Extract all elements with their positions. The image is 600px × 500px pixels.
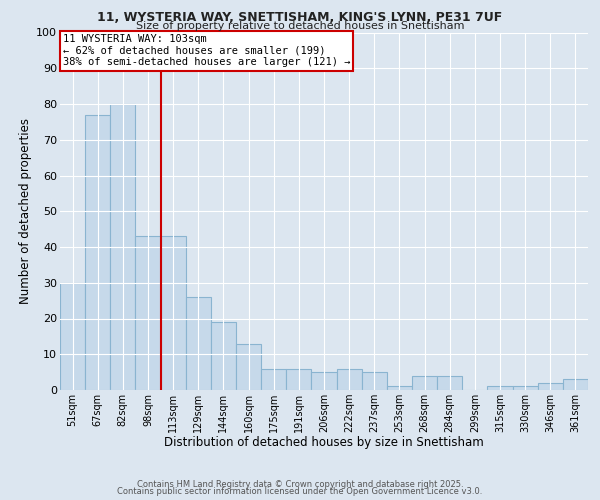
Bar [487, 386, 512, 390]
Text: Contains HM Land Registry data © Crown copyright and database right 2025.: Contains HM Land Registry data © Crown c… [137, 480, 463, 489]
Bar [236, 344, 261, 390]
Bar [261, 368, 286, 390]
Bar [437, 376, 462, 390]
X-axis label: Distribution of detached houses by size in Snettisham: Distribution of detached houses by size … [164, 436, 484, 450]
Bar [136, 236, 161, 390]
Bar [311, 372, 337, 390]
Bar [337, 368, 362, 390]
Bar [387, 386, 412, 390]
Bar [563, 380, 588, 390]
Bar [60, 283, 85, 390]
Bar [161, 236, 186, 390]
Text: 11 WYSTERIA WAY: 103sqm
← 62% of detached houses are smaller (199)
38% of semi-d: 11 WYSTERIA WAY: 103sqm ← 62% of detache… [62, 34, 350, 68]
Bar [538, 383, 563, 390]
Text: 11, WYSTERIA WAY, SNETTISHAM, KING'S LYNN, PE31 7UF: 11, WYSTERIA WAY, SNETTISHAM, KING'S LYN… [97, 11, 503, 24]
Bar [186, 297, 211, 390]
Bar [512, 386, 538, 390]
Text: Contains public sector information licensed under the Open Government Licence v3: Contains public sector information licen… [118, 487, 482, 496]
Text: Size of property relative to detached houses in Snettisham: Size of property relative to detached ho… [136, 21, 464, 31]
Bar [85, 114, 110, 390]
Bar [110, 104, 136, 390]
Bar [412, 376, 437, 390]
Y-axis label: Number of detached properties: Number of detached properties [19, 118, 32, 304]
Bar [211, 322, 236, 390]
Bar [362, 372, 387, 390]
Bar [286, 368, 311, 390]
